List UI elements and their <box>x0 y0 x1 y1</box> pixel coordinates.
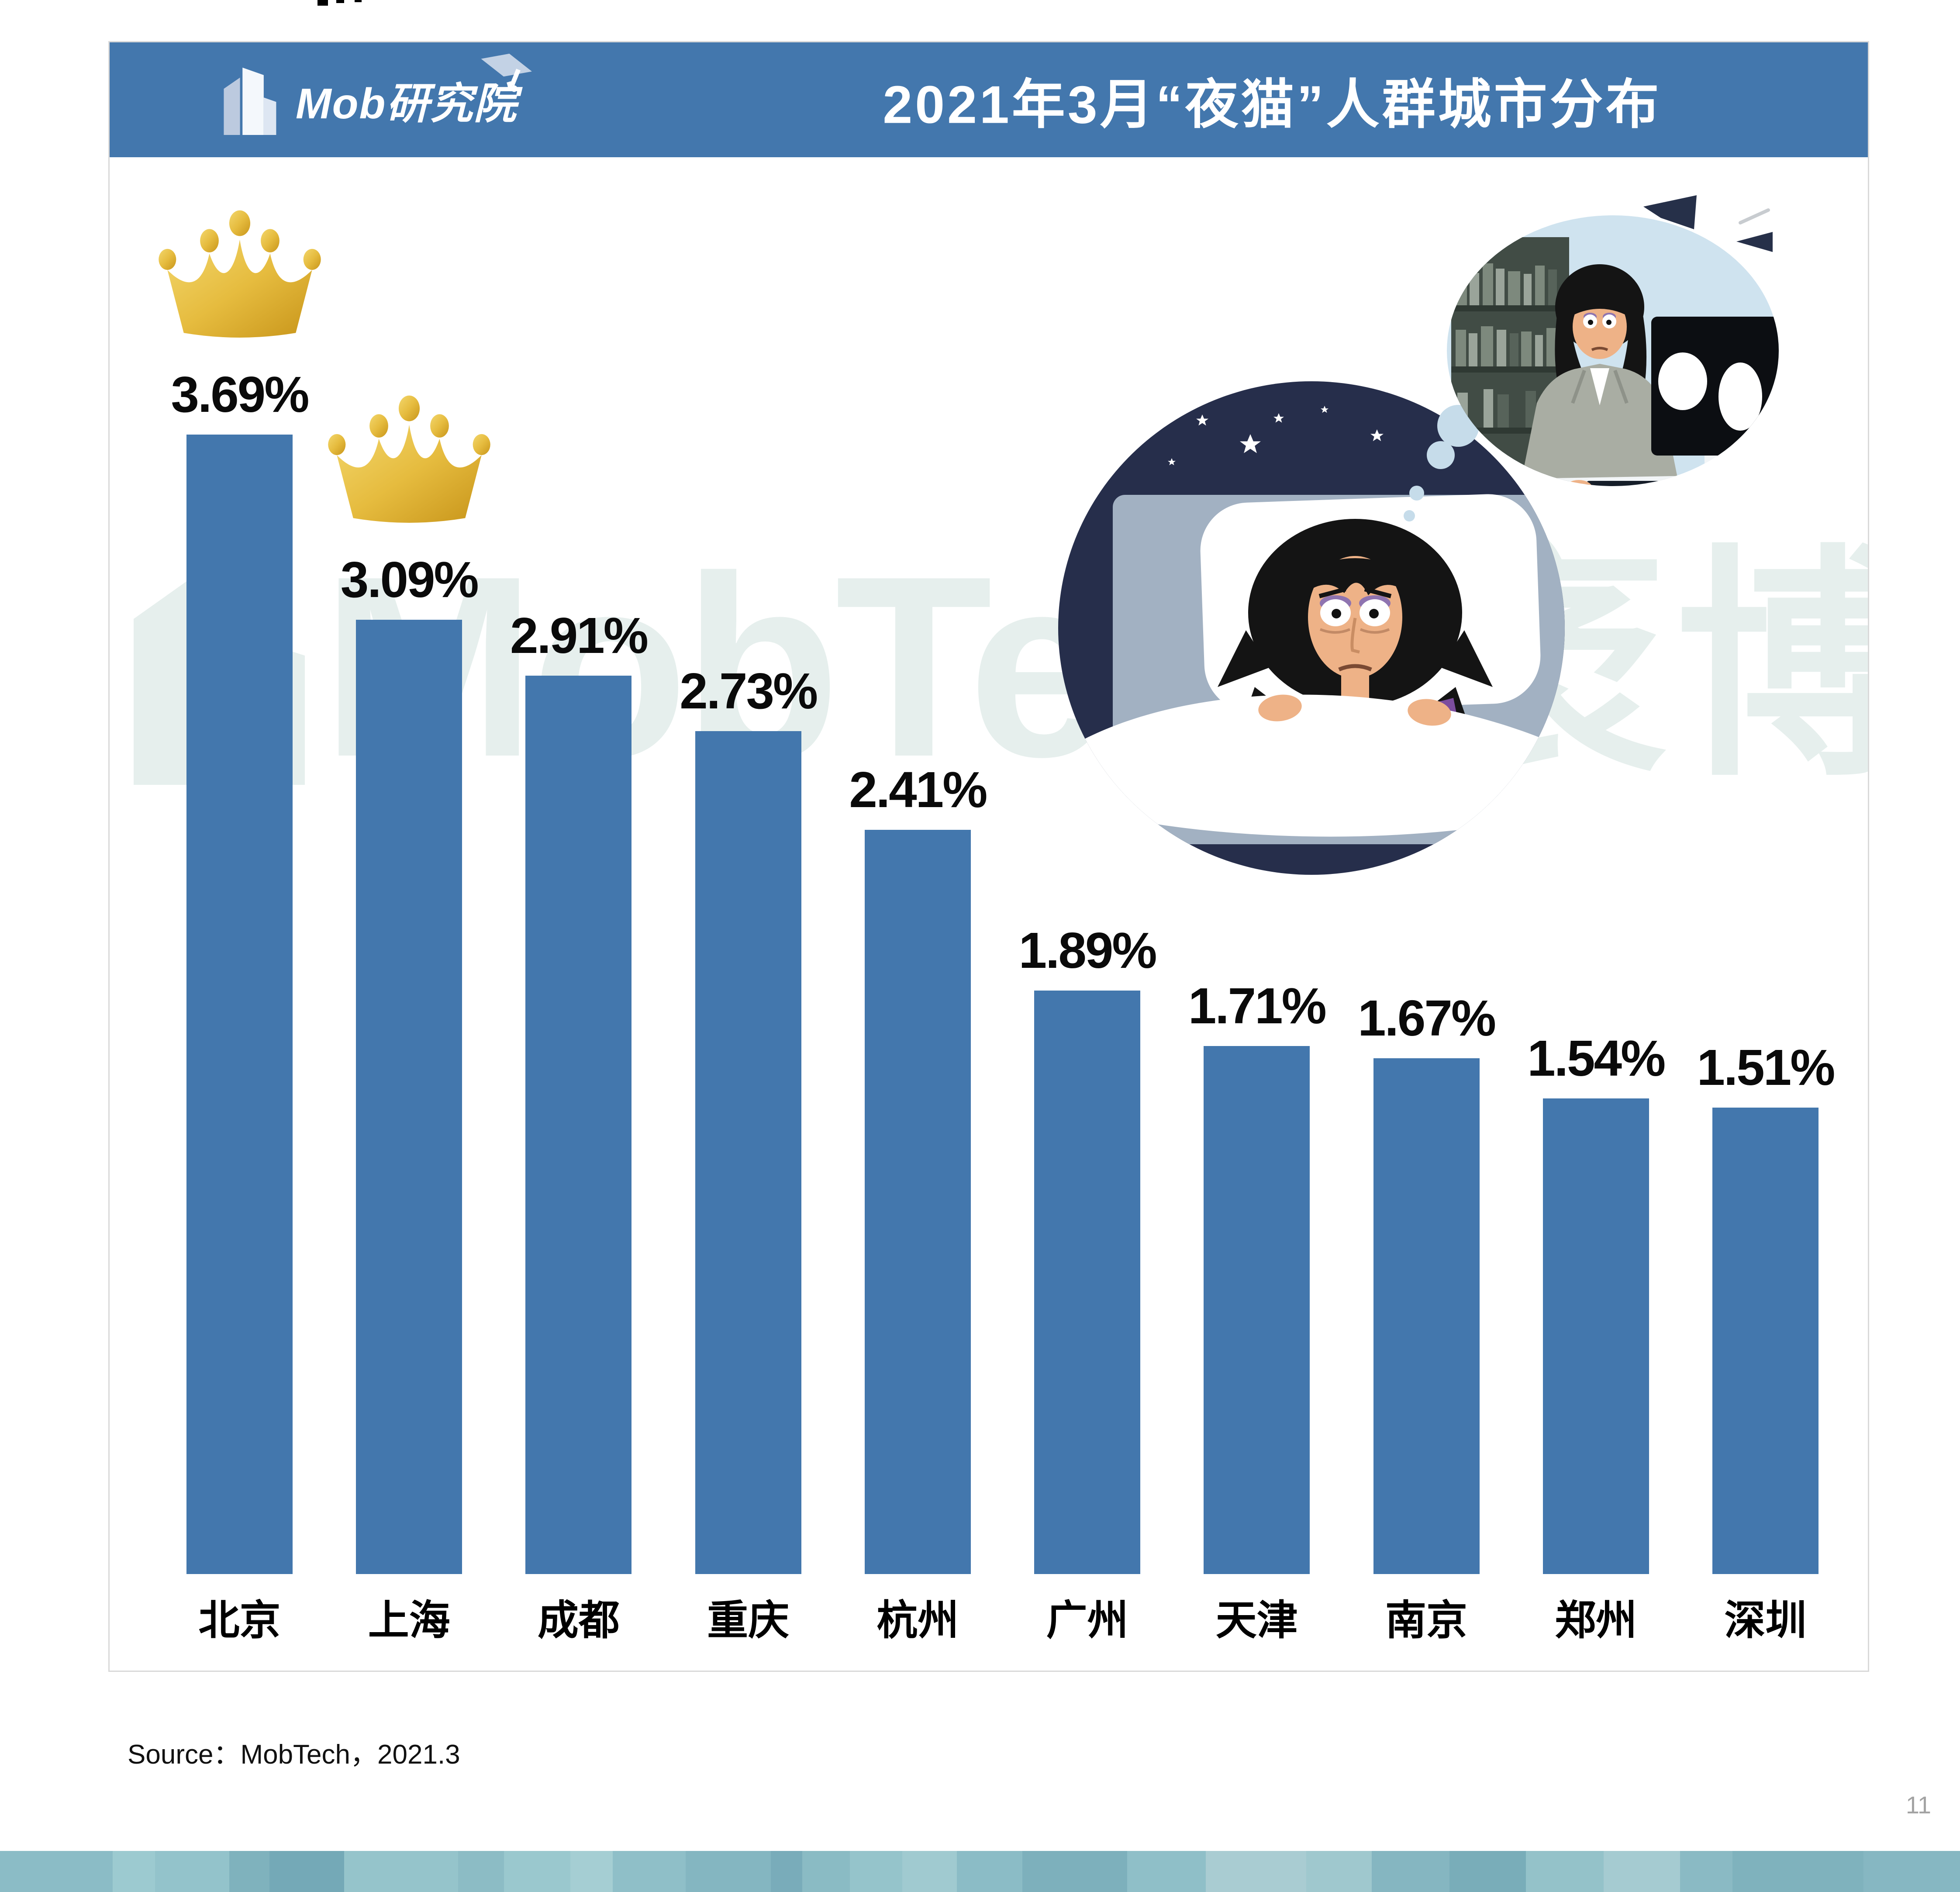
footer-decorative-strip <box>0 1851 1960 1892</box>
x-axis-label: 南京 <box>1385 1597 1468 1643</box>
bar-column: 2.73% <box>680 666 818 1574</box>
x-axis-label: 北京 <box>198 1597 281 1643</box>
strip-segment <box>229 1851 269 1892</box>
x-axis-labels: 北京 上海 成都 重庆 杭州 广州 天津 南京 郑州 深圳 <box>186 1598 1819 1643</box>
bar-column: 2.41% <box>849 764 987 1574</box>
bar-column: 3.69% <box>158 209 321 1574</box>
stars-icon <box>1168 406 1384 466</box>
bar <box>1712 1108 1819 1574</box>
bar <box>864 830 971 1574</box>
value-label: 3.09% <box>340 551 479 608</box>
wide-open-eyes <box>1319 599 1390 634</box>
bar <box>1542 1098 1649 1574</box>
strip-segment <box>1372 1851 1449 1892</box>
gold-crown-icon <box>328 395 490 523</box>
x-axis-label: 杭州 <box>876 1597 959 1643</box>
strip-segment <box>1863 1851 1960 1892</box>
x-axis-label: 深圳 <box>1724 1597 1807 1643</box>
bar-column: 1.89% <box>1019 925 1157 1574</box>
blanket <box>1060 694 1565 837</box>
bar-column: 2.91% <box>510 610 649 1574</box>
value-label: 1.67% <box>1358 990 1496 1046</box>
cropped-glyph-fragment <box>336 0 344 3</box>
page-number: 11 <box>1905 1791 1931 1819</box>
accent-marks <box>1643 195 1773 252</box>
strip-segment <box>1680 1851 1732 1892</box>
bar <box>1034 991 1141 1574</box>
cropped-glyph-fragment <box>317 0 328 6</box>
value-label: 1.71% <box>1188 977 1327 1034</box>
night-bed-scene <box>1058 381 1565 875</box>
x-axis-label: 成都 <box>537 1597 620 1643</box>
bar-column: 1.54% <box>1527 1033 1666 1574</box>
building-icon <box>224 67 276 135</box>
x-axis-label: 上海 <box>368 1597 450 1643</box>
strip-segment <box>957 1851 1022 1892</box>
hand <box>1690 485 1718 486</box>
bar <box>356 620 462 1574</box>
strip-segment <box>155 1851 229 1892</box>
strip-segment <box>1732 1851 1863 1892</box>
strip-segment <box>902 1851 957 1892</box>
dream-work-scene <box>1447 215 1779 486</box>
strip-segment <box>1449 1851 1526 1892</box>
strip-segment <box>1022 1851 1127 1892</box>
x-axis-label: 天津 <box>1215 1597 1298 1643</box>
chart-card: MobTech 袤博 Mob研究院 2021年3月“夜猫”人群城市分布 <box>108 41 1869 1672</box>
bar-chart: 3.69% 3.09% 2.91% 2.73% 2.41% 1.89% 1.71% 1.67… <box>158 176 1835 1574</box>
bar-column: 1.67% <box>1358 993 1496 1574</box>
graduation-cap-icon <box>481 53 532 92</box>
strip-segment <box>1604 1851 1680 1892</box>
x-axis-label: 重庆 <box>707 1597 790 1643</box>
value-label: 3.69% <box>171 366 310 423</box>
strip-segment <box>686 1851 771 1892</box>
x-axis-label: 郑州 <box>1555 1597 1637 1643</box>
value-label: 1.89% <box>1018 922 1157 979</box>
hand <box>1258 694 1302 722</box>
strip-segment <box>1526 1851 1604 1892</box>
bar <box>1204 1046 1310 1574</box>
source-caption: Source：MobTech，2021.3 <box>128 1740 460 1770</box>
strip-segment <box>613 1851 686 1892</box>
cropped-glyph-fragment <box>355 0 362 2</box>
chart-header: Mob研究院 2021年3月“夜猫”人群城市分布 <box>110 42 1868 157</box>
hand <box>1408 699 1451 726</box>
strip-segment <box>850 1851 902 1892</box>
x-axis-label: 广州 <box>1046 1597 1128 1643</box>
working-woman <box>1521 264 1678 482</box>
strip-segment <box>1206 1851 1306 1892</box>
keyboard <box>1586 481 1697 486</box>
strip-segment <box>113 1851 155 1892</box>
hand <box>1565 480 1593 486</box>
mob-research-logo: Mob研究院 <box>219 53 532 135</box>
bar <box>1373 1058 1480 1574</box>
bar <box>525 676 632 1574</box>
strip-segment <box>269 1851 344 1892</box>
insomnia-illustration <box>1058 195 1779 875</box>
value-label: 1.54% <box>1527 1030 1666 1087</box>
bar-column: 3.09% <box>328 394 490 1574</box>
strip-segment <box>458 1851 504 1892</box>
strip-segment <box>0 1851 113 1892</box>
bar-column: 1.71% <box>1188 981 1327 1574</box>
strip-segment <box>1306 1851 1372 1892</box>
strip-segment <box>570 1851 613 1892</box>
bar-column: 1.51% <box>1697 1042 1835 1574</box>
value-label: 2.73% <box>680 663 818 719</box>
gold-crown-icon <box>158 210 321 338</box>
bar <box>186 435 293 1574</box>
strip-segment <box>1127 1851 1206 1892</box>
value-label: 2.91% <box>510 607 649 664</box>
page-title: 2021年3月“夜猫”人群城市分布 <box>883 75 1662 134</box>
value-label: 2.41% <box>849 761 987 818</box>
strip-segment <box>504 1851 570 1892</box>
strip-segment <box>802 1851 850 1892</box>
value-label: 1.51% <box>1697 1039 1836 1096</box>
bar <box>695 731 801 1574</box>
strip-segment <box>771 1851 802 1892</box>
logo-text: Mob研究院 <box>296 79 518 128</box>
computer-monitor <box>1651 317 1779 479</box>
strip-segment <box>344 1851 458 1892</box>
